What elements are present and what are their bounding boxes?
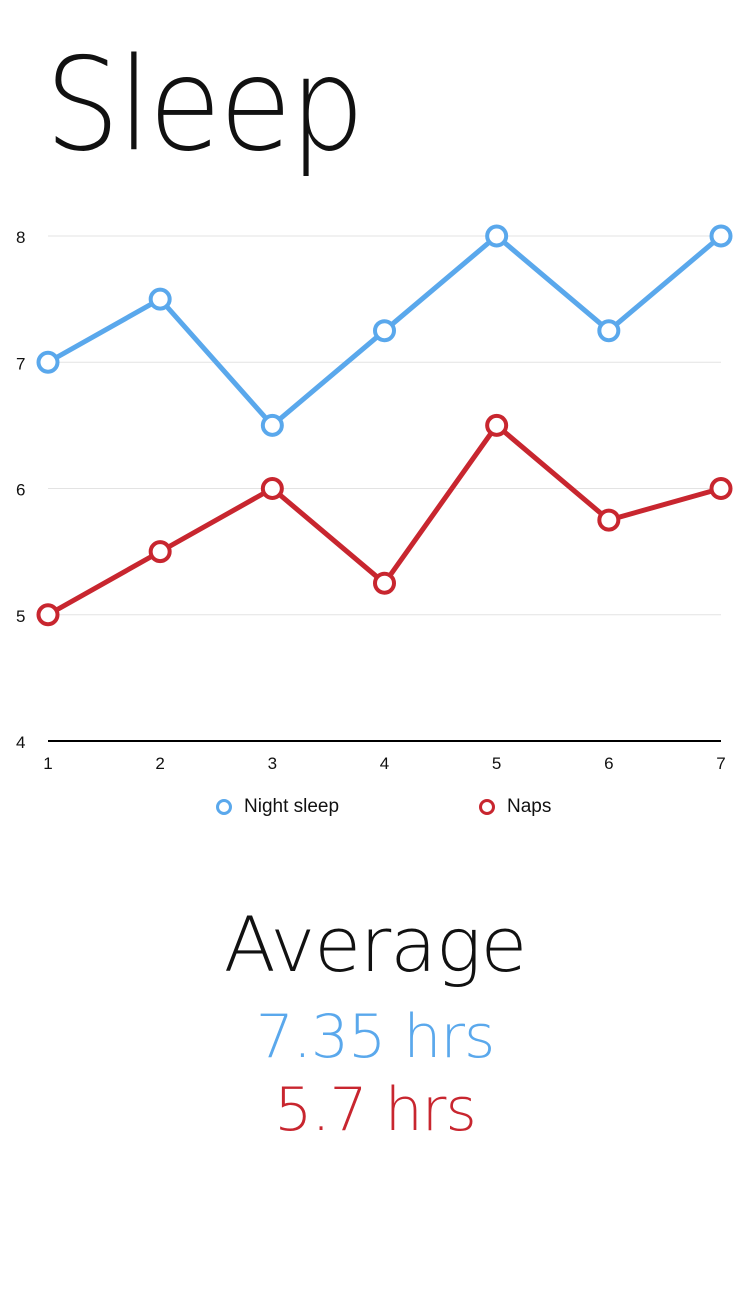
- night-sleep-point-6: [597, 319, 621, 343]
- y-tick-label-4: 4: [16, 733, 25, 752]
- legend-label-night-sleep: Night sleep: [244, 796, 340, 817]
- sleep-line-chart: 4 5 6 7 8 1 2 3 4 5 6 7: [16, 224, 733, 773]
- naps-point-5: [485, 413, 509, 437]
- night-sleep-point-4: [373, 319, 396, 343]
- y-tick-label-6: 6: [16, 481, 25, 500]
- x-tick-label-7: 7: [716, 754, 725, 773]
- night-sleep-point-1: [36, 350, 60, 374]
- naps-point-4: [373, 571, 396, 595]
- average-heading: Average: [223, 900, 527, 989]
- night-sleep-point-2: [148, 287, 172, 311]
- night-sleep-point-3: [260, 413, 284, 437]
- page-title: Sleep: [45, 31, 365, 180]
- chart-legend: Night sleep Naps: [0, 796, 750, 826]
- naps-point-2: [148, 540, 172, 564]
- naps-marker-icon: [479, 799, 495, 815]
- night-sleep-marker-icon: [216, 799, 232, 815]
- average-night-sleep-value: 7.35 hrs: [255, 1002, 496, 1072]
- y-tick-label-5: 5: [16, 607, 25, 626]
- y-tick-label-8: 8: [16, 228, 25, 247]
- night-sleep-point-5: [485, 224, 509, 248]
- x-tick-label-5: 5: [492, 754, 501, 773]
- legend-item-naps[interactable]: Naps: [479, 796, 551, 818]
- naps-point-6: [597, 508, 621, 532]
- x-tick-label-6: 6: [604, 754, 613, 773]
- night-sleep-point-7: [709, 224, 733, 248]
- x-tick-label-2: 2: [155, 754, 164, 773]
- naps-point-3: [260, 477, 284, 500]
- legend-label-naps: Naps: [507, 796, 552, 817]
- naps-point-7: [709, 477, 733, 500]
- legend-item-night-sleep[interactable]: Night sleep: [216, 796, 339, 818]
- x-tick-label-1: 1: [43, 754, 52, 773]
- y-tick-label-7: 7: [16, 354, 25, 373]
- average-naps-value: 5.7 hrs: [274, 1075, 476, 1145]
- x-tick-label-3: 3: [268, 754, 277, 773]
- naps-point-1: [36, 603, 60, 627]
- x-tick-label-4: 4: [380, 754, 389, 773]
